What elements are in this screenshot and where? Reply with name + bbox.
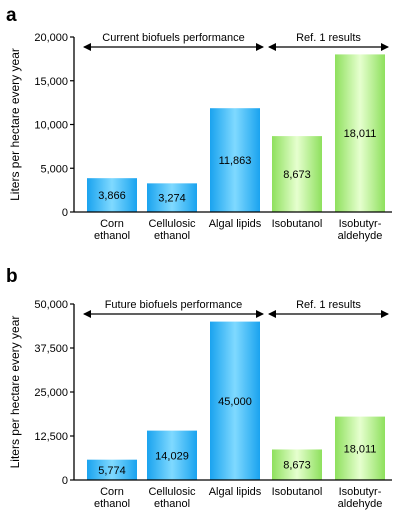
bracket-label: Ref. 1 results — [296, 299, 361, 311]
x-category-label: Algal lipids — [209, 486, 262, 498]
x-category-label: Cellulosic ethanol — [148, 218, 196, 242]
x-category-label: Isobutyr-aldehyde — [338, 218, 383, 242]
y-tick-label: 50,000 — [34, 299, 68, 311]
bar-value-label: 8,673 — [283, 460, 311, 472]
bar-value-label: 45,000 — [218, 396, 252, 408]
y-tick-label: 12,500 — [34, 431, 68, 443]
y-axis-title: Liters per hectare every year — [8, 316, 22, 469]
bar — [210, 108, 260, 212]
bar — [335, 54, 385, 213]
bar — [147, 183, 197, 212]
bar-value-label: 3,866 — [98, 190, 126, 202]
panel-label-b: b — [6, 266, 18, 287]
bar-value-label: 14,029 — [155, 450, 189, 462]
bar — [87, 178, 137, 212]
y-tick-label: 5,000 — [40, 163, 68, 175]
bar-value-label: 5,774 — [98, 465, 126, 477]
bar-value-label: 18,011 — [344, 128, 377, 140]
bracket-label: Current biofuels performance — [102, 32, 244, 44]
bar — [147, 430, 197, 480]
x-category-label: Isobutyr-aldehyde — [338, 486, 383, 510]
y-tick-label: 10,000 — [34, 120, 68, 132]
y-tick-label: 25,000 — [34, 387, 68, 399]
y-tick-label: 37,500 — [34, 343, 68, 355]
x-category-label: Corn ethanol — [94, 218, 130, 242]
chart-panel-a: a Liters per hectare every year 3,866 3,274… — [6, 5, 392, 242]
x-category-label: Cellulosic ethanol — [148, 486, 196, 510]
bar-value-label: 11,863 — [219, 155, 252, 167]
y-tick-label: 15,000 — [34, 76, 68, 88]
y-tick-label: 20,000 — [34, 32, 68, 44]
y-tick-label: 0 — [62, 207, 68, 219]
bar-value-label: 3,274 — [158, 193, 186, 205]
x-category-label: Corn ethanol — [94, 486, 130, 510]
bar — [272, 136, 322, 212]
panel-label-a: a — [6, 5, 17, 26]
bar-value-label: 8,673 — [283, 169, 311, 181]
y-axis-title: Liters per hectare every year — [8, 48, 22, 201]
chart-panel-b: b Liters per hectare every year 5,774 14,02… — [6, 266, 392, 510]
bar — [272, 449, 322, 480]
bar-value-label: 18,011 — [344, 443, 377, 455]
x-category-label: Isobutanol — [272, 486, 323, 498]
bracket-label: Ref. 1 results — [296, 32, 361, 44]
bar — [210, 321, 260, 480]
y-tick-label: 0 — [62, 475, 68, 487]
bar — [335, 416, 385, 480]
x-category-label: Isobutanol — [272, 218, 323, 230]
bracket-label: Future biofuels performance — [105, 299, 243, 311]
x-category-label: Algal lipids — [209, 218, 262, 230]
bar — [87, 459, 137, 480]
